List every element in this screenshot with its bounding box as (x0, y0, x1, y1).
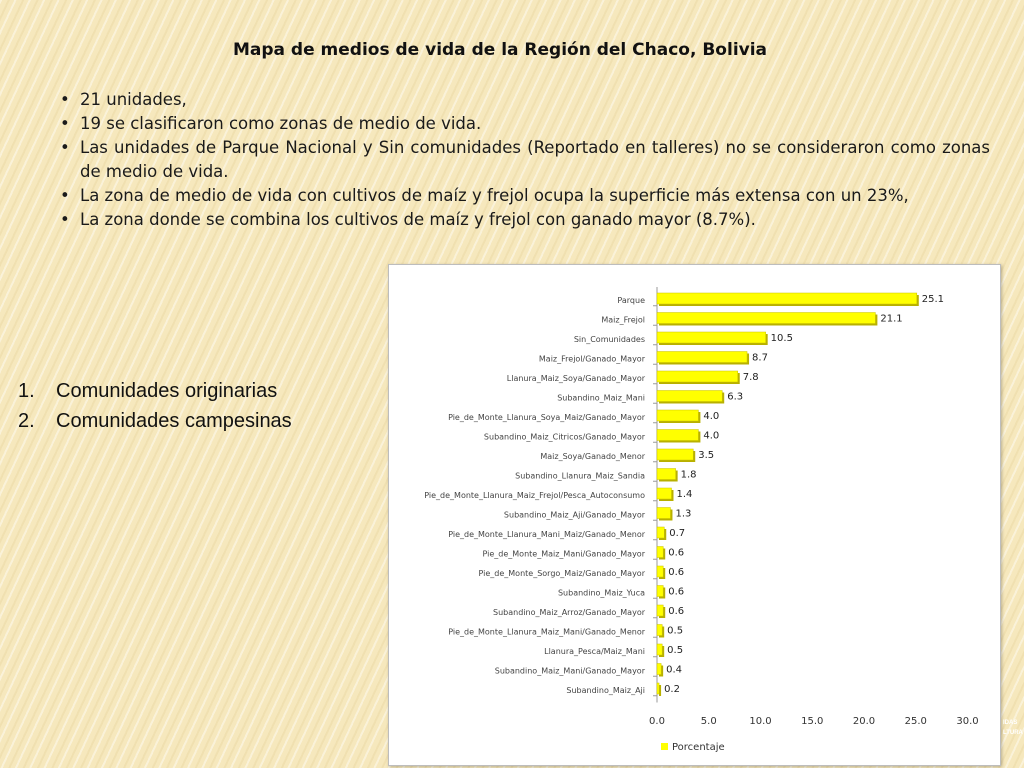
data-label: 0.2 (664, 684, 680, 695)
bar (656, 682, 660, 695)
data-label: 0.5 (667, 626, 683, 637)
chart-panel: Parque 25.1 Maiz_Frejol 21.1 Sin_Comunidades… (388, 264, 1001, 766)
x-tick-label: 10.0 (749, 716, 771, 727)
category-label: Pie_de_Monte_Maiz_Mani/Ganado_Mayor (482, 550, 645, 559)
data-label: 0.7 (669, 528, 685, 539)
bar (656, 565, 664, 578)
data-label: 1.3 (675, 509, 691, 520)
category-label: Maiz_Soya/Ganado_Menor (540, 452, 645, 461)
category-label: Subandino_Maiz_Arroz/Ganado_Mayor (493, 608, 646, 617)
category-label: Subandino_Llanura_Maiz_Sandia (515, 472, 645, 481)
bullet-item: Las unidades de Parque Nacional y Sin co… (60, 136, 990, 184)
bar (656, 643, 663, 656)
slide-title: Mapa de medios de vida de la Región del … (232, 40, 768, 60)
x-tick-label: 0.0 (649, 716, 665, 727)
bar (656, 409, 699, 422)
category-label: Pie_de_Monte_Llanura_Soya_Maiz/Ganado_Ma… (448, 413, 646, 422)
category-label: Subandino_Maiz_Mani/Ganado_Mayor (495, 667, 646, 676)
data-label: 0.6 (668, 587, 684, 598)
category-label: Subandino_Maiz_Aji/Ganado_Mayor (504, 511, 646, 520)
bar (656, 546, 664, 558)
category-label: Maiz_Frejol/Ganado_Mayor (539, 355, 646, 364)
item-number: 2. (18, 410, 35, 432)
legend-swatch (661, 743, 668, 750)
bar (656, 448, 694, 461)
bar (656, 390, 723, 402)
category-label: Llanura_Maiz_Soya/Ganado_Mayor (507, 374, 646, 383)
item-text: Comunidades originarias (56, 380, 278, 402)
bar-shadow (659, 685, 662, 696)
category-label: Parque (617, 296, 645, 305)
category-label: Subandino_Maiz_Mani (557, 394, 645, 403)
bar (656, 351, 748, 363)
category-label: Pie_de_Monte_Llanura_Maiz_Mani/Ganado_Me… (448, 628, 645, 637)
data-label: 21.1 (880, 314, 902, 325)
bar (656, 487, 672, 500)
data-label: 0.6 (668, 548, 684, 559)
data-label: 1.4 (676, 489, 692, 500)
bar (656, 468, 676, 480)
numbered-item: 2. Comunidades campesinas (18, 406, 292, 436)
data-label: 0.4 (666, 665, 682, 676)
bullet-item: 19 se clasificaron como zonas de medio d… (60, 112, 990, 136)
category-label: Maiz_Frejol (601, 316, 645, 325)
legend-label: Porcentaje (672, 742, 725, 753)
bar (656, 585, 664, 597)
bar (656, 370, 738, 383)
data-label: 1.8 (681, 470, 697, 481)
data-label: 4.0 (703, 431, 719, 442)
bullet-item: La zona de medio de vida con cultivos de… (60, 184, 990, 208)
watermark-line: IDAS (1003, 720, 1018, 726)
data-label: 25.1 (922, 294, 944, 305)
bar (656, 507, 671, 519)
bullet-list: 21 unidades, 19 se clasificaron como zon… (60, 88, 990, 232)
data-label: 6.3 (727, 392, 743, 403)
x-tick-label: 15.0 (801, 716, 823, 727)
numbered-list: 1. Comunidades originarias 2. Comunidades … (18, 376, 292, 436)
data-label: 0.6 (668, 606, 684, 617)
bar (656, 429, 699, 441)
data-label: 4.0 (703, 411, 719, 422)
data-label: 0.5 (667, 645, 683, 656)
watermark-line: LTURA (1003, 730, 1023, 736)
x-tick-label: 5.0 (701, 716, 717, 727)
data-label: 7.8 (743, 372, 759, 383)
bullet-item: 21 unidades, (60, 88, 990, 112)
bar-chart: Parque 25.1 Maiz_Frejol 21.1 Sin_Comunidades… (424, 287, 979, 753)
data-label: 10.5 (771, 333, 793, 344)
category-label: Sin_Comunidades (574, 335, 645, 344)
x-tick-label: 25.0 (905, 716, 927, 727)
category-label: Subandino_Maiz_Citricos/Ganado_Mayor (484, 433, 646, 442)
category-label: Pie_de_Monte_Llanura_Mani_Maiz/Ganado_Me… (448, 530, 645, 539)
category-label: Llanura_Pesca/Maiz_Mani (544, 647, 645, 656)
category-label: Subandino_Maiz_Yuca (558, 589, 645, 598)
data-label: 8.7 (752, 353, 768, 364)
category-label: Subandino_Maiz_Aji (566, 686, 645, 695)
bar (656, 663, 662, 675)
item-number: 1. (18, 380, 35, 402)
watermark-text: IDAS LTURA (1003, 718, 1023, 738)
bar (656, 526, 665, 539)
data-label: 3.5 (698, 450, 714, 461)
category-label: Pie_de_Monte_Llanura_Maiz_Frejol/Pesca_A… (424, 491, 645, 500)
bar (656, 292, 918, 305)
item-text: Comunidades campesinas (56, 410, 292, 432)
bar (656, 604, 664, 617)
data-label: 0.6 (668, 567, 684, 578)
x-tick-label: 20.0 (853, 716, 875, 727)
bar (656, 624, 663, 636)
bullet-item: La zona donde se combina los cultivos de… (60, 208, 990, 232)
numbered-item: 1. Comunidades originarias (18, 376, 292, 406)
bar (656, 312, 876, 324)
x-tick-label: 30.0 (956, 716, 978, 727)
bar (656, 331, 766, 344)
category-label: Pie_de_Monte_Sorgo_Maiz/Ganado_Mayor (478, 569, 645, 578)
